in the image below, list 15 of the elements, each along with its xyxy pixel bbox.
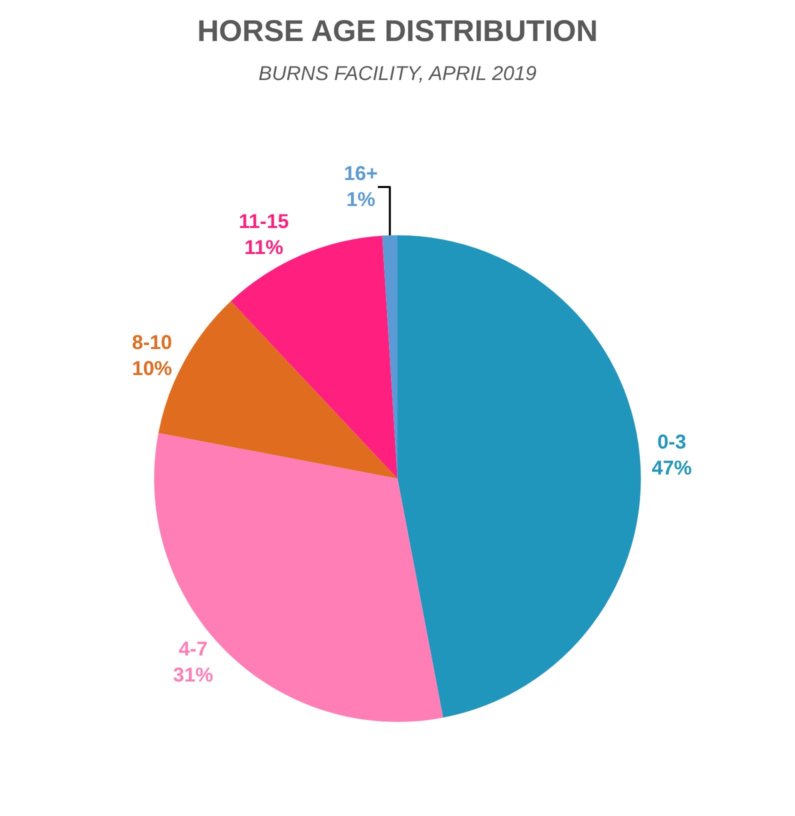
chart-subtitle: BURNS FACILITY, APRIL 2019 (258, 62, 536, 85)
slice-label: 11-15 (238, 211, 289, 233)
slice-label: 8-10 (132, 332, 172, 354)
pie-slice (398, 235, 641, 718)
data-label: 1% (346, 189, 376, 211)
data-label: 11% (244, 237, 284, 259)
slice-label: 0-3 (657, 431, 686, 454)
data-label: 31% (173, 664, 214, 687)
data-label: 10% (132, 358, 172, 380)
slice-label: 16+ (344, 163, 378, 185)
data-label: 47% (652, 457, 692, 480)
chart-title: HORSE AGE DISTRIBUTION (197, 14, 598, 48)
pie-slice (154, 432, 444, 722)
pie-slice (230, 236, 398, 479)
slice-label: 4-7 (178, 638, 208, 661)
